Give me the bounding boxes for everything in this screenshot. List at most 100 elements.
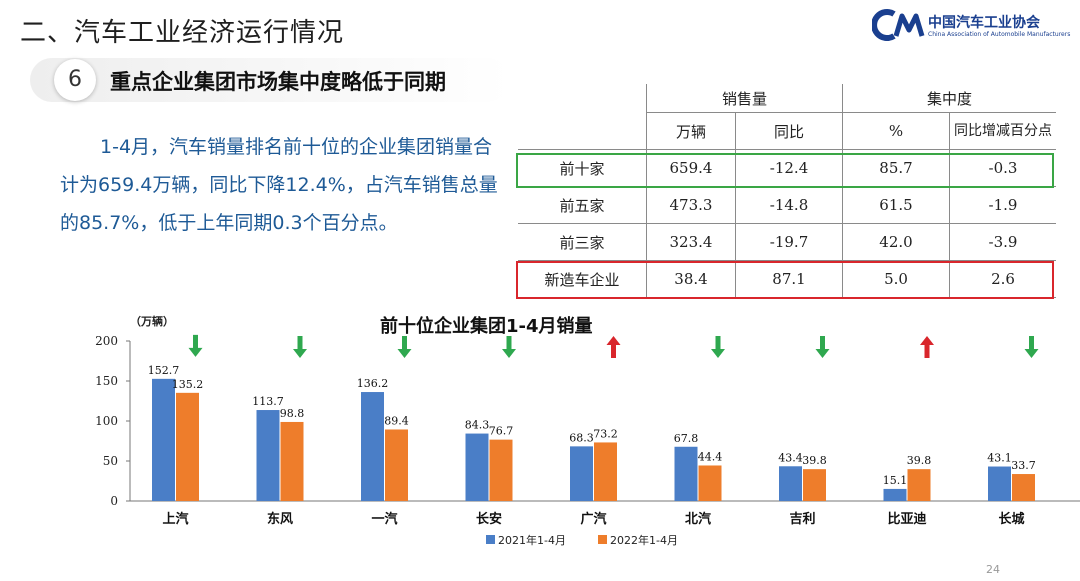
bar-2021 (465, 433, 489, 501)
table-header-row: 销售量 集中度 (518, 84, 1056, 113)
bar-value-label: 68.3 (569, 431, 594, 444)
table-subheader: 同比 (735, 112, 843, 150)
category-label: 上汽 (162, 511, 188, 527)
description-text: 1-4月，汽车销量排名前十位的企业集团销量合计为659.4万辆，同比下降12.4… (60, 128, 500, 242)
bar-value-label: 113.7 (252, 395, 284, 408)
y-tick-label: 150 (95, 374, 118, 388)
description-body: 1-4月，汽车销量排名前十位的企业集团销量合计为659.4万辆，同比下降12.4… (60, 136, 498, 234)
bar-2022 (698, 465, 722, 501)
table-cell: 5.0 (842, 260, 950, 298)
bar-2022 (176, 392, 199, 501)
legend-swatch (486, 535, 495, 544)
bar-value-label: 135.2 (172, 378, 204, 391)
bar-value-label: 15.1 (883, 474, 908, 487)
bar-2022 (803, 469, 826, 501)
category-label: 吉利 (789, 511, 815, 527)
bar-value-label: 67.8 (674, 432, 699, 445)
table-subheader: 同比增减百分点 (949, 112, 1056, 150)
bar-value-label: 76.7 (489, 425, 514, 438)
bar-2022 (489, 439, 513, 501)
category-label: 长安 (476, 511, 502, 527)
logo-mark-icon (871, 9, 925, 41)
bar-value-label: 89.4 (384, 414, 409, 427)
bar-2021 (883, 488, 907, 501)
table-cell: -19.7 (735, 223, 843, 261)
bar-value-label: 98.8 (280, 407, 305, 420)
table-cell: -14.8 (735, 186, 843, 224)
bar-value-label: 43.1 (987, 452, 1012, 465)
bar-2021 (779, 466, 802, 501)
table-group-header: 销售量 (646, 84, 843, 113)
legend-swatch (598, 535, 607, 544)
arrow-down-icon (711, 336, 725, 358)
bar-value-label: 33.7 (1011, 459, 1036, 472)
category-label: 东风 (267, 511, 293, 527)
bar-value-label: 43.4 (778, 451, 803, 464)
arrow-down-icon (1024, 336, 1039, 358)
bar-value-label: 73.2 (593, 427, 618, 440)
bar-2021 (361, 392, 384, 501)
bar-value-label: 136.2 (357, 377, 389, 390)
table-cell: 87.1 (735, 260, 843, 298)
legend-label: 2021年1-4月 (498, 533, 566, 547)
category-label: 比亚迪 (887, 511, 926, 527)
bar-2022 (907, 469, 931, 501)
category-label: 广汽 (580, 511, 606, 527)
arrow-down-icon (502, 336, 516, 358)
row-label: 新造车企业 (518, 260, 647, 298)
bar-2021 (674, 446, 698, 501)
table-subheader-row: 万辆 同比 % 同比增减百分点 (518, 112, 1056, 150)
table-row: 前十家 659.4 -12.4 85.7 -0.3 (518, 149, 1056, 187)
table-corner (518, 112, 647, 150)
table-cell: -1.9 (949, 186, 1056, 224)
arrow-down-icon (397, 336, 412, 358)
slide-title: 二、汽车工业经济运行情况 (20, 18, 345, 48)
concentration-table: 销售量 集中度 万辆 同比 % 同比增减百分点 前十家 659.4 -12.4 … (518, 84, 1056, 298)
row-label: 前三家 (518, 223, 647, 261)
arrow-down-icon (815, 336, 830, 358)
section-title: 重点企业集团市场集中度略低于同期 (110, 70, 446, 94)
category-label: 长城 (998, 511, 1024, 527)
bar-value-label: 152.7 (148, 364, 180, 377)
bar-2022 (385, 429, 408, 501)
bar-2021 (256, 410, 280, 501)
table-row: 前五家 473.3 -14.8 61.5 -1.9 (518, 186, 1056, 224)
table-cell: 42.0 (842, 223, 950, 261)
section-number: 6 (54, 59, 96, 101)
table-cell: -3.9 (949, 223, 1056, 261)
table-cell: 473.3 (646, 186, 736, 224)
section-header: 6 重点企业集团市场集中度略低于同期 (30, 58, 510, 102)
row-label: 前五家 (518, 186, 647, 224)
table-cell: 323.4 (646, 223, 736, 261)
table-cell: 659.4 (646, 149, 736, 187)
association-logo: 中国汽车工业协会 China Association of Automobile… (871, 8, 1070, 44)
legend-label: 2022年1-4月 (610, 533, 678, 547)
table-cell: -0.3 (949, 149, 1056, 187)
logo-name-en: China Association of Automobile Manufact… (928, 31, 1071, 38)
table-subheader: 万辆 (646, 112, 736, 150)
bar-2022 (594, 442, 617, 501)
table-group-header: 集中度 (842, 84, 1056, 113)
bar-2021 (570, 446, 593, 501)
y-tick-label: 200 (95, 334, 118, 348)
table-row: 前三家 323.4 -19.7 42.0 -3.9 (518, 223, 1056, 261)
highlight-top10-box (516, 153, 1054, 188)
bar-value-label: 44.4 (698, 450, 723, 463)
bar-2022 (1012, 474, 1035, 501)
logo-name-cn: 中国汽车工业协会 (928, 15, 1040, 31)
table-cell: 2.6 (949, 260, 1056, 298)
bar-value-label: 39.8 (907, 454, 932, 467)
row-label: 前十家 (518, 149, 647, 187)
table-cell: 85.7 (842, 149, 950, 187)
category-label: 一汽 (371, 511, 397, 527)
arrow-down-icon (188, 334, 203, 357)
chart-title: 前十位企业集团1-4月销量 (380, 316, 593, 337)
bar-2021 (152, 378, 175, 501)
table-subheader: % (842, 112, 950, 150)
table-cell: 61.5 (842, 186, 950, 224)
y-tick-label: 50 (103, 454, 118, 468)
arrow-up-icon (920, 336, 934, 358)
category-label: 北汽 (685, 511, 711, 527)
arrow-up-icon (606, 336, 621, 358)
